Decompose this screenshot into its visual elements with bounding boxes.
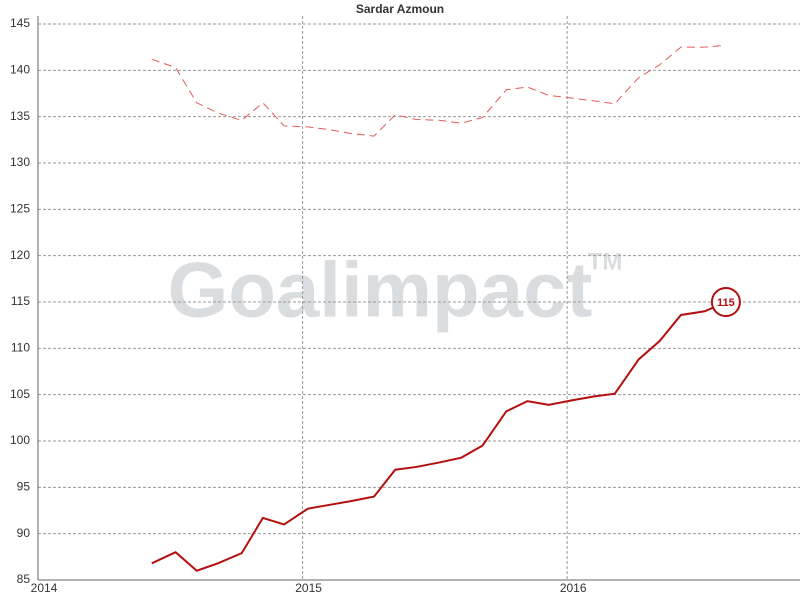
y-tick-label: 110 — [11, 341, 30, 355]
x-tick-label: 2016 — [560, 581, 587, 595]
current-value-marker — [710, 287, 741, 317]
y-tick-label: 145 — [10, 16, 30, 30]
y-tick-label: 100 — [10, 433, 30, 447]
y-tick-label: 120 — [10, 248, 30, 262]
y-tick-label: 125 — [10, 202, 30, 216]
line-series — [151, 44, 726, 137]
y-tick-label: 85 — [17, 572, 31, 586]
y-tick-label: 95 — [17, 480, 31, 494]
watermark-mark: TM — [588, 248, 623, 275]
y-tick-label: 135 — [10, 109, 30, 123]
y-tick-label: 130 — [10, 155, 30, 169]
line-series — [151, 301, 727, 572]
current-value-label: 115 — [717, 297, 735, 309]
y-tick-label: 105 — [10, 387, 30, 401]
chart-title: Sardar Azmoun — [356, 2, 444, 16]
y-tick-label: 90 — [17, 526, 31, 540]
x-tick-label: 2014 — [31, 581, 58, 595]
y-tick-label: 140 — [10, 63, 30, 77]
y-tick-label: 115 — [11, 294, 30, 308]
x-tick-label: 2015 — [295, 581, 322, 595]
watermark: Goalimpact — [168, 246, 593, 334]
